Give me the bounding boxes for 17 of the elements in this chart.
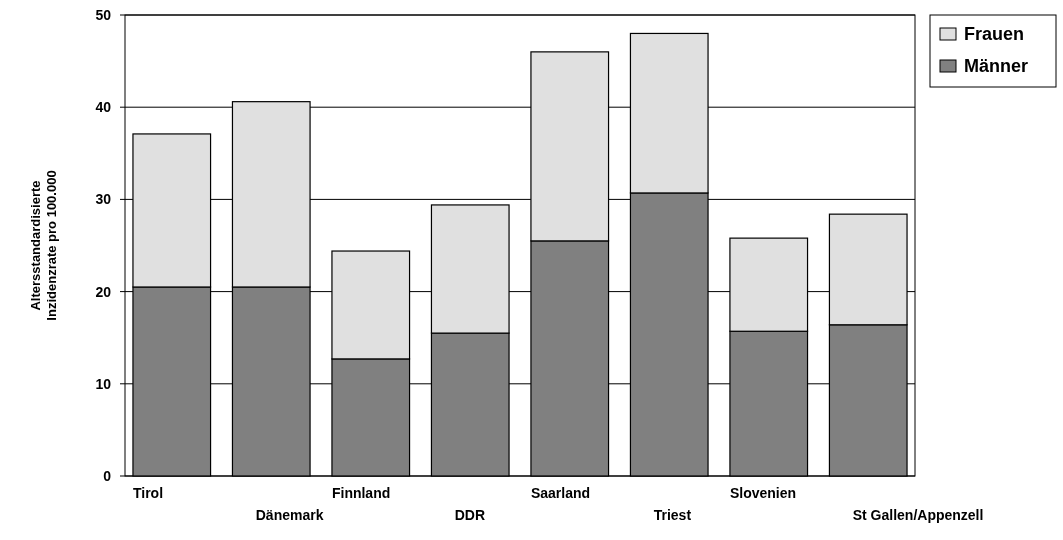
y-tick-label: 20 xyxy=(95,283,112,300)
x-tick-label: Tirol xyxy=(132,485,164,501)
y-tick-label: 30 xyxy=(95,191,112,208)
x-tick-label: Saarland xyxy=(530,485,591,501)
legend-label: Frauen xyxy=(964,24,1025,45)
x-tick-label: Slovenien xyxy=(729,485,797,501)
y-tick-label: 40 xyxy=(95,99,112,116)
x-tick-label: Finnland xyxy=(331,485,391,501)
x-tick-label: Triest xyxy=(653,507,692,523)
y-tick-label: 0 xyxy=(103,467,112,484)
x-tick-label: St Gallen/Appenzell xyxy=(852,507,984,523)
legend-label: Männer xyxy=(964,56,1029,77)
y-tick-label: 50 xyxy=(95,6,112,23)
x-tick-label: DDR xyxy=(454,507,486,523)
y-tick-label: 10 xyxy=(95,375,112,392)
y-axis-title: Altersstandardisierte Inzidenzrate pro 100.000 xyxy=(28,170,59,321)
x-tick-label: Dänemark xyxy=(255,507,324,523)
